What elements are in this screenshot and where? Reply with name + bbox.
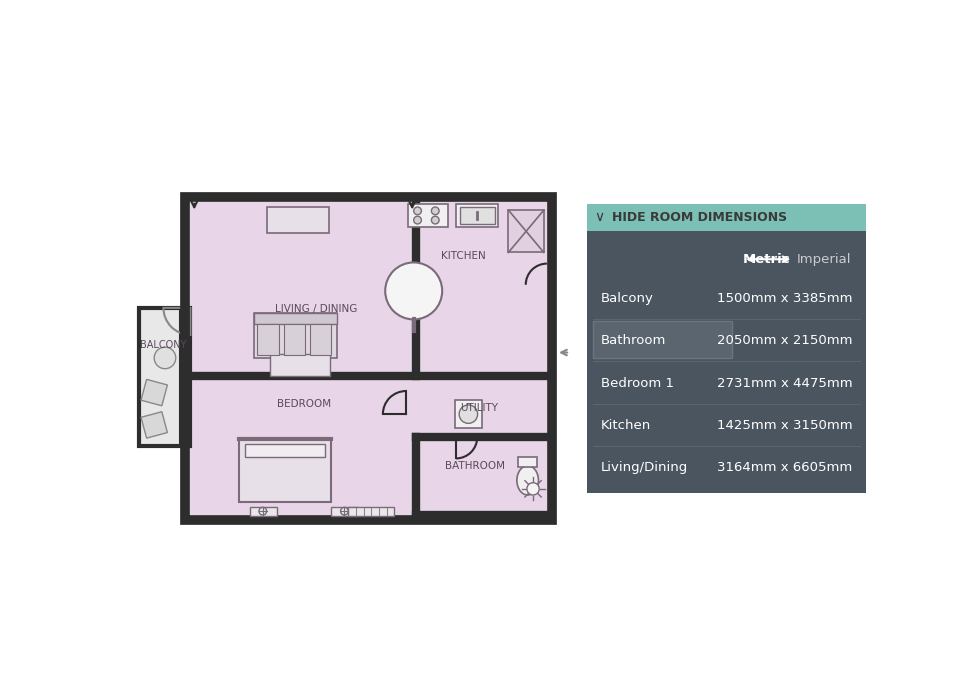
Text: ∨: ∨	[594, 210, 605, 224]
Text: Bathroom: Bathroom	[601, 334, 666, 347]
Bar	[509, 210, 544, 253]
Text: Metric: Metric	[743, 253, 790, 266]
Text: 2731mm x 4475mm: 2731mm x 4475mm	[717, 376, 853, 390]
Bar	[245, 444, 325, 457]
Circle shape	[431, 216, 439, 224]
Text: 1500mm x 3385mm: 1500mm x 3385mm	[717, 292, 853, 305]
Ellipse shape	[516, 466, 538, 495]
Circle shape	[414, 207, 421, 215]
Bar	[250, 507, 276, 516]
Bar	[310, 324, 331, 355]
Text: Living/Dining: Living/Dining	[601, 462, 688, 474]
Bar	[460, 207, 495, 224]
Text: Imperial: Imperial	[797, 253, 852, 266]
Circle shape	[385, 262, 442, 320]
Text: UTILITY: UTILITY	[461, 403, 498, 413]
Bar	[270, 354, 330, 376]
Bar	[456, 204, 499, 227]
Text: Kitchen: Kitchen	[601, 419, 651, 432]
Bar	[239, 439, 331, 502]
Text: BATHROOM: BATHROOM	[445, 461, 506, 471]
Bar	[593, 321, 732, 358]
Text: HIDE ROOM DIMENSIONS: HIDE ROOM DIMENSIONS	[612, 211, 787, 224]
Bar	[455, 400, 482, 428]
Bar	[587, 204, 866, 231]
Bar	[268, 207, 329, 233]
Bar	[258, 324, 279, 355]
Text: KITCHEN: KITCHEN	[441, 251, 486, 260]
Bar	[185, 197, 553, 520]
Circle shape	[527, 483, 539, 495]
Text: 1425mm x 3150mm: 1425mm x 3150mm	[717, 419, 853, 432]
Text: 2050mm x 2150mm: 2050mm x 2150mm	[717, 334, 853, 347]
Bar	[255, 313, 337, 324]
Bar	[190, 202, 547, 515]
Text: Balcony: Balcony	[601, 292, 654, 305]
Bar	[331, 507, 359, 516]
Text: BEDROOM: BEDROOM	[276, 399, 330, 409]
Bar	[139, 308, 190, 446]
Bar	[141, 379, 168, 406]
Text: 3164mm x 6605mm: 3164mm x 6605mm	[717, 462, 853, 474]
Circle shape	[154, 347, 175, 369]
Bar	[587, 231, 866, 493]
Bar	[255, 313, 337, 358]
Text: Bedroom 1: Bedroom 1	[601, 376, 674, 390]
Circle shape	[414, 216, 421, 224]
Bar	[518, 457, 537, 466]
Bar	[348, 507, 395, 516]
Circle shape	[431, 207, 439, 215]
Text: LIVING / DINING: LIVING / DINING	[274, 304, 357, 314]
Bar	[283, 324, 305, 355]
Bar	[409, 204, 449, 227]
Circle shape	[459, 405, 477, 424]
Bar	[141, 412, 168, 438]
Text: BALCONY: BALCONY	[140, 340, 187, 350]
